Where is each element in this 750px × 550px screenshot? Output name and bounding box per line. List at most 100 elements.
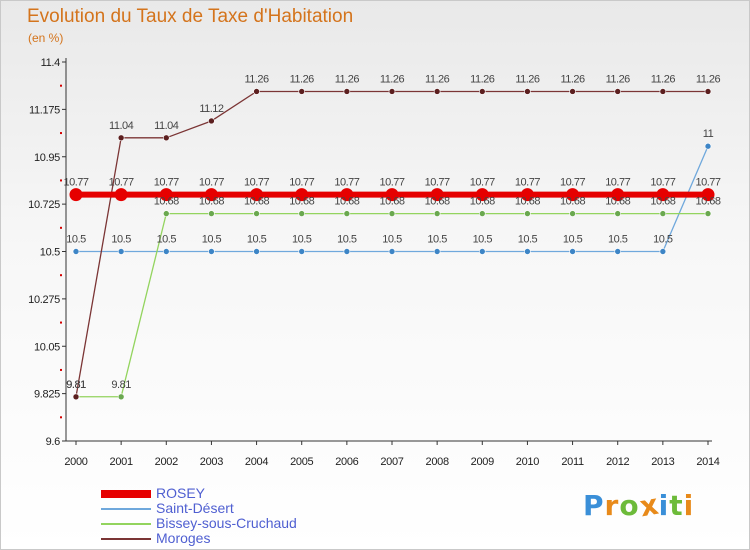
data-label: 11.26 [606,73,631,85]
data-label: 10.5 [292,234,312,246]
data-label: 10.77 [244,177,269,189]
data-point [162,248,170,255]
data-point [611,188,625,202]
data-label: 11.26 [515,73,540,85]
legend: ROSEY Saint-Désert Bissey-sous-Cruchaud Mor… [101,486,297,546]
data-point [204,188,218,202]
x-tick-label: 2013 [651,456,674,468]
data-label: 10.5 [563,234,583,246]
y-minor-tick [60,321,62,324]
data-label: 10.77 [515,177,540,189]
x-tick-label: 2008 [426,456,449,468]
data-point [208,248,215,255]
data-point [388,210,396,217]
data-label: 10.77 [470,177,495,189]
y-tick-label: 10.95 [34,152,60,164]
data-point [159,188,173,202]
y-tick-label: 10.725 [28,199,60,211]
x-tick-label: 2001 [110,456,133,468]
data-label: 10.77 [199,177,224,189]
data-point [298,248,306,255]
data-point [659,248,667,255]
data-label: 10.5 [111,234,131,246]
x-tick-label: 2007 [380,456,403,468]
legend-item: Moroges [101,531,297,546]
data-point [385,188,399,202]
data-point [569,248,576,255]
data-label: 11.26 [380,73,405,85]
data-point [253,88,260,95]
data-label: 11.26 [560,73,585,85]
data-point [475,188,489,202]
data-label: 10.77 [109,177,134,189]
data-label: 10.5 [608,234,628,246]
data-point [520,188,534,202]
y-minor-tick [60,274,62,277]
data-point [298,210,306,217]
data-label: 10.5 [382,234,402,246]
data-label: 9.81 [66,379,86,391]
y-tick-label: 10.275 [28,294,60,306]
data-label: 10.5 [247,234,267,246]
legend-swatch [101,522,151,525]
data-point [704,88,712,95]
x-tick-label: 2004 [245,456,268,468]
data-label: 11.04 [109,120,134,132]
data-point [659,88,667,95]
data-point [253,248,260,255]
data-point [340,188,354,202]
data-point [298,88,306,95]
data-label: 10.68 [515,196,540,208]
data-label: 10.77 [425,177,450,189]
unit-label: (en %) [28,31,64,45]
data-label: 10.5 [202,234,222,246]
data-label: 11 [703,128,714,140]
legend-swatch [101,489,151,498]
data-point [433,210,441,217]
data-label: 10.5 [427,234,447,246]
y-tick-label: 11.4 [41,57,61,69]
data-point [117,248,125,255]
data-point [704,210,712,217]
data-point [524,88,531,95]
data-label: 11.26 [470,73,495,85]
data-point [295,188,309,202]
data-point [343,210,351,217]
data-point [343,88,351,95]
data-point [704,142,712,150]
data-label: 9.81 [111,379,131,391]
data-point [253,210,260,217]
x-tick-label: 2011 [561,456,584,468]
proxiti-logo: Proxiti [583,488,694,524]
series-layer [69,88,715,401]
data-point [114,188,128,202]
data-point [701,188,715,202]
data-point [208,117,215,125]
data-point [566,188,580,202]
data-label: 10.5 [66,234,86,246]
data-point [72,393,80,401]
x-tick-label: 2005 [290,456,313,468]
data-point [343,248,351,255]
data-label: 10.5 [473,234,493,246]
data-point [208,210,215,217]
chart-title: Evolution du Taux de Taxe d'Habitation [27,6,354,27]
data-point [478,88,486,95]
y-tick-label: 10.05 [34,341,60,353]
logo-letter: P [583,489,605,522]
data-label: 10.68 [154,196,179,208]
data-label: 10.68 [695,196,720,208]
x-tick-label: 2003 [200,456,223,468]
data-label: 11.26 [244,73,269,85]
x-tick-label: 2000 [64,456,87,468]
data-point [430,188,444,202]
x-tick-label: 2009 [471,456,494,468]
y-tick-label: 9.825 [34,389,60,401]
data-label: 10.5 [157,234,177,246]
y-tick-label: 11.175 [29,104,60,116]
data-label: 10.77 [695,177,720,189]
logo-letter: r [604,489,620,522]
data-label: 10.68 [244,196,269,208]
